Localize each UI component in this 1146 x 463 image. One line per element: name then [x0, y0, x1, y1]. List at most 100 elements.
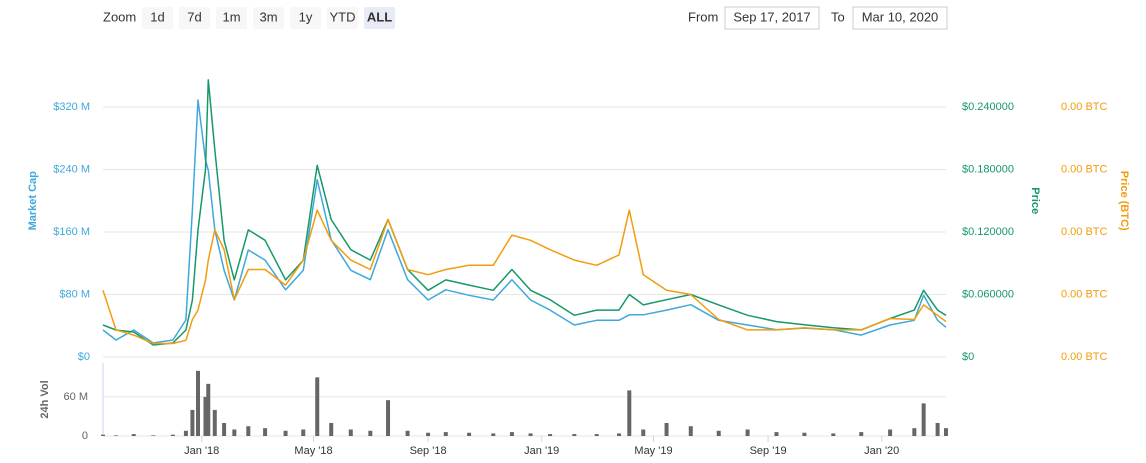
- zoom-button[interactable]: [179, 7, 210, 29]
- volume-bar: [405, 430, 410, 436]
- volume-bar: [315, 377, 320, 436]
- volume-bar: [329, 422, 334, 436]
- y2-tick-label: $0.120000: [962, 226, 1014, 238]
- volume-bar: [212, 409, 217, 436]
- volume-bar: [912, 428, 917, 436]
- volume-bar: [641, 429, 646, 436]
- volume-bar: [170, 434, 175, 436]
- zoom-button[interactable]: [327, 7, 358, 29]
- volume-bar: [627, 390, 632, 436]
- volume-bar: [222, 422, 227, 436]
- zoom-button[interactable]: [290, 7, 321, 29]
- from-value[interactable]: Sep 17, 2017: [733, 9, 810, 24]
- volume-bar: [263, 428, 268, 436]
- volume-bar: [716, 430, 721, 436]
- volume-bar: [348, 429, 353, 436]
- zoom-button-label[interactable]: 3m: [259, 9, 277, 24]
- y-tick-label: $80 M: [59, 288, 90, 300]
- x-tick-label: May '18: [294, 445, 332, 457]
- zoom-button-label[interactable]: 1y: [299, 9, 313, 24]
- zoom-button-label[interactable]: YTD: [330, 9, 356, 24]
- zoom-label: Zoom: [103, 9, 136, 24]
- y-tick-label: $160 M: [53, 226, 90, 238]
- volume-bar: [944, 428, 948, 436]
- volume-bar: [190, 409, 195, 436]
- y2-tick-label: $0.060000: [962, 288, 1014, 300]
- zoom-button[interactable]: [253, 7, 284, 29]
- zoom-button[interactable]: [216, 7, 247, 29]
- volume-bar: [509, 432, 514, 436]
- y2-tick-label: $0: [962, 351, 974, 363]
- volume-bar: [688, 426, 693, 436]
- volume-bar: [572, 434, 577, 436]
- from-input[interactable]: [724, 6, 820, 30]
- x-tick-label: May '19: [634, 445, 672, 457]
- volume-bar: [935, 422, 940, 436]
- volume-bar: [232, 429, 237, 436]
- volume-bar: [921, 403, 926, 436]
- volume-bar: [831, 433, 836, 436]
- price-line: [102, 99, 947, 344]
- volume-bar: [386, 400, 391, 436]
- volume-bar: [443, 432, 448, 436]
- y2-tick-label: $0.240000: [962, 101, 1014, 113]
- y-axis-title: 24h Vol: [39, 380, 51, 418]
- y3-tick-label: 0.00 BTC: [1061, 288, 1108, 300]
- y-tick-label: $320 M: [53, 101, 90, 113]
- from-label: From: [688, 9, 718, 24]
- y3-tick-label: 0.00 BTC: [1061, 351, 1108, 363]
- y-tick-label: 60 M: [64, 391, 88, 403]
- volume-bar: [101, 434, 105, 436]
- volume-bar: [368, 430, 373, 436]
- zoom-button-label[interactable]: ALL: [367, 9, 392, 24]
- volume-bar: [548, 434, 553, 436]
- y-axis-title: Market Cap: [27, 171, 39, 231]
- to-value[interactable]: Mar 10, 2020: [862, 9, 939, 24]
- volume-bar: [426, 432, 431, 436]
- volume-bar: [206, 383, 211, 436]
- x-tick-label: Jan '18: [184, 445, 219, 457]
- volume-bar: [203, 396, 208, 436]
- volume-bar: [774, 432, 779, 436]
- y3-tick-label: 0.00 BTC: [1061, 163, 1108, 175]
- x-tick-label: Jan '20: [864, 445, 899, 457]
- zoom-button-label[interactable]: 7d: [187, 9, 201, 24]
- y2-axis-title: Price: [1029, 187, 1041, 214]
- zoom-button[interactable]: [364, 7, 395, 29]
- volume-bar: [301, 429, 306, 436]
- x-tick-label: Jan '19: [524, 445, 559, 457]
- volume-bar: [859, 432, 864, 436]
- y2-tick-label: $0.180000: [962, 163, 1014, 175]
- volume-bar: [151, 435, 156, 436]
- volume-bar: [467, 432, 472, 436]
- y-tick-label: $240 M: [53, 163, 90, 175]
- volume-bar: [114, 435, 119, 436]
- volume-bar: [491, 433, 496, 436]
- volume-bar: [183, 430, 188, 436]
- zoom-button[interactable]: [142, 7, 173, 29]
- price-line: [102, 79, 947, 346]
- price-line: [102, 209, 947, 345]
- y3-axis-title: Price (BTC): [1118, 171, 1130, 231]
- volume-bar: [246, 426, 251, 436]
- volume-bar: [283, 430, 288, 436]
- zoom-button-label[interactable]: 1m: [222, 9, 240, 24]
- to-input[interactable]: [852, 6, 948, 30]
- volume-bar: [888, 429, 893, 436]
- volume-bar: [528, 433, 533, 436]
- to-label: To: [831, 9, 845, 24]
- y3-tick-label: 0.00 BTC: [1061, 101, 1108, 113]
- x-tick-label: Sep '18: [410, 445, 447, 457]
- volume-bar: [745, 429, 750, 436]
- volume-bar: [617, 433, 622, 436]
- volume-bar: [664, 422, 669, 436]
- y-tick-label: $0: [78, 351, 90, 363]
- x-tick-label: Sep '19: [750, 445, 787, 457]
- y-tick-label: 0: [82, 430, 88, 442]
- zoom-button-label[interactable]: 1d: [150, 9, 164, 24]
- volume-bar: [594, 434, 599, 436]
- volume-bar: [196, 370, 201, 436]
- volume-bar: [131, 434, 136, 436]
- volume-bar: [802, 432, 807, 436]
